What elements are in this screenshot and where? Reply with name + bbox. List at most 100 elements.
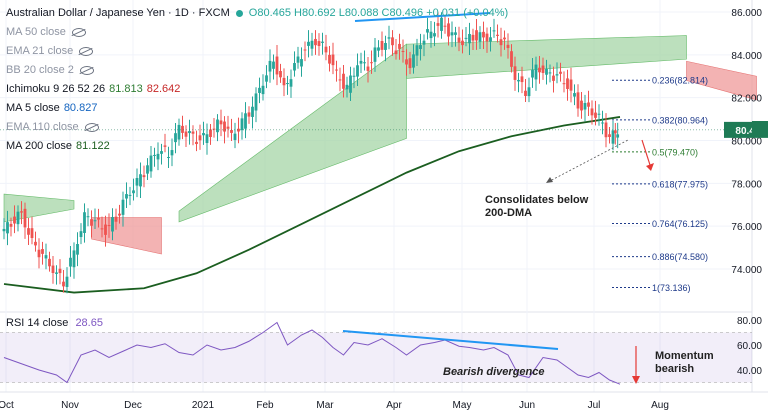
candle-body xyxy=(296,56,300,63)
legend-ema21-label: EMA 21 close xyxy=(6,45,74,57)
fib-level-label: 0.886(74.580) xyxy=(652,252,708,262)
x-tick-label: Oct xyxy=(0,400,14,411)
candle-body xyxy=(594,112,597,118)
candle-body xyxy=(286,83,289,85)
candle-body xyxy=(212,128,216,130)
ohlc-high: H80.692 xyxy=(294,7,336,19)
y-tick-label: 84.000 xyxy=(731,51,762,62)
legend-ma5[interactable]: MA 5 close 80.827 xyxy=(6,99,508,118)
candle-body xyxy=(352,75,356,77)
legend-ema110[interactable]: EMA 110 close xyxy=(6,118,508,137)
candle-body xyxy=(356,65,359,77)
candle-body xyxy=(97,217,100,220)
candle-body xyxy=(552,75,555,81)
candle-body xyxy=(188,131,191,134)
candle-body xyxy=(566,78,569,89)
last-price-tag-box xyxy=(752,121,768,137)
candle-body xyxy=(205,134,209,143)
candle-body xyxy=(559,71,562,74)
y-tick-label: 82.000 xyxy=(731,94,762,105)
candle-body xyxy=(517,79,520,82)
candle-body xyxy=(359,60,363,64)
candle-body xyxy=(426,29,429,33)
eye-crossed-icon[interactable] xyxy=(71,28,86,37)
y-tick-label: 76.000 xyxy=(731,222,762,233)
candle-body xyxy=(51,265,55,274)
legend-ichimoku[interactable]: Ichimoku 9 26 52 26 81.813 82.642 xyxy=(6,80,508,99)
y-tick-label: 74.000 xyxy=(731,265,762,276)
candle-body xyxy=(471,34,475,41)
candle-body xyxy=(419,45,422,50)
candle-body xyxy=(275,56,279,75)
rsi-line xyxy=(3,321,621,385)
candle-body xyxy=(139,174,142,187)
candle-body xyxy=(569,79,573,91)
candle-body xyxy=(391,37,394,46)
candle-body xyxy=(513,66,517,80)
annotation-bearish-divergence: Bearish divergence xyxy=(443,366,545,378)
legend-ma5-value: 80.827 xyxy=(63,102,98,114)
candle-body xyxy=(387,37,391,39)
candle-body xyxy=(233,133,237,140)
candle-body xyxy=(499,39,503,46)
candle-body xyxy=(616,134,620,138)
candle-body xyxy=(16,211,20,225)
candle-body xyxy=(114,216,118,222)
ma200-layer xyxy=(3,116,621,294)
rsi-tick-label: 80.00 xyxy=(737,316,762,327)
candle-body xyxy=(300,59,303,67)
candle-body xyxy=(268,60,272,72)
eye-crossed-icon[interactable] xyxy=(79,47,94,56)
candle-body xyxy=(338,79,342,81)
candle-body xyxy=(163,145,167,147)
candle-body xyxy=(576,92,580,109)
eye-crossed-icon[interactable] xyxy=(84,123,99,132)
fib-level-label: 0.764(76.125) xyxy=(652,219,708,229)
candle-body xyxy=(415,45,419,56)
candle-body xyxy=(433,33,436,37)
candle-body xyxy=(373,47,377,62)
candle-body xyxy=(440,17,443,31)
candle-body xyxy=(345,84,349,90)
ohlc-low: L80.088 xyxy=(338,7,379,19)
candle-body xyxy=(160,151,163,154)
candle-body xyxy=(48,258,51,267)
last-price-tag-text: 80.496 xyxy=(735,126,766,137)
legend-ema21[interactable]: EMA 21 close xyxy=(6,42,508,61)
symbol-header[interactable]: Australian Dollar / Japanese Yen · 1D · … xyxy=(6,4,508,23)
rsi-legend[interactable]: RSI 14 close 28.65 xyxy=(6,317,103,329)
candle-body xyxy=(307,41,310,46)
candle-body xyxy=(608,134,611,137)
legend-ma50[interactable]: MA 50 close xyxy=(6,23,508,42)
rsi-tick-label: 40.00 xyxy=(737,366,762,377)
candle-body xyxy=(216,119,219,133)
legend-bb20[interactable]: BB 20 close 2 xyxy=(6,61,508,80)
candle-body xyxy=(118,213,121,216)
x-tick-label: Aug xyxy=(651,400,669,411)
candle-body xyxy=(254,93,258,111)
candle-body xyxy=(149,155,153,172)
candle-body xyxy=(436,23,440,26)
eye-crossed-icon[interactable] xyxy=(79,66,94,75)
candle-body xyxy=(527,87,531,97)
candle-body xyxy=(41,249,44,254)
candle-body xyxy=(251,106,254,117)
candle-body xyxy=(20,211,23,213)
candle-body xyxy=(496,34,499,36)
candle-body xyxy=(23,208,27,228)
legend-ema110-label: EMA 110 close xyxy=(6,121,79,133)
candle-body xyxy=(184,131,188,137)
legend-ichimoku-value1: 81.813 xyxy=(109,83,143,95)
candle-body xyxy=(478,32,482,42)
candle-body xyxy=(377,47,380,51)
candle-body xyxy=(597,113,601,115)
pointer-line xyxy=(547,139,629,183)
legend-ma200[interactable]: MA 200 close 81.122 xyxy=(6,137,508,156)
x-tick-label: May xyxy=(453,400,472,411)
candle-body xyxy=(611,130,615,144)
fib-layer: 0.236(82.814) 0.382(80.964) 0.5(79.470) 0.6… xyxy=(612,76,708,293)
candle-body xyxy=(587,102,590,107)
candle-body xyxy=(100,228,104,230)
